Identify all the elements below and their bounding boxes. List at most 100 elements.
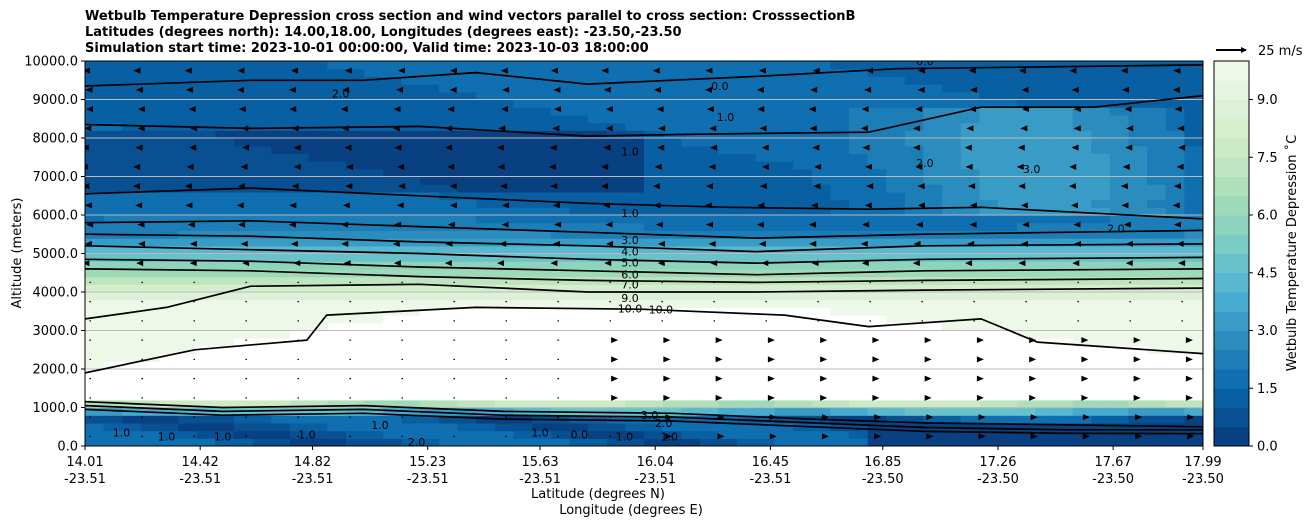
wind-vector bbox=[193, 339, 195, 341]
contour-fill-cell bbox=[1053, 315, 1074, 324]
contour-fill-cell bbox=[1184, 153, 1203, 162]
wind-vector bbox=[453, 397, 456, 399]
contour-fill-cell bbox=[793, 261, 813, 270]
contour-fill-cell bbox=[1128, 68, 1148, 77]
contour-fill-cell bbox=[942, 207, 962, 216]
contour-fill-cell bbox=[830, 84, 850, 93]
contour-fill-cell bbox=[867, 422, 887, 432]
contour-fill-cell bbox=[308, 299, 328, 308]
contour-fill-cell bbox=[606, 191, 626, 201]
contour-fill-cell bbox=[532, 107, 552, 116]
wind-vector bbox=[349, 397, 352, 399]
contour-fill-cell bbox=[308, 384, 328, 393]
contour-fill-cell bbox=[103, 361, 123, 370]
contour-fill-cell bbox=[625, 261, 645, 270]
contour-fill-cell bbox=[737, 253, 757, 262]
wind-vector bbox=[1077, 320, 1079, 322]
contour-fill-cell bbox=[848, 399, 869, 409]
wind-vector bbox=[1018, 260, 1026, 267]
contour-fill-cell bbox=[494, 376, 515, 385]
contour-fill-cell bbox=[1091, 322, 1111, 332]
contour-fill-cell bbox=[625, 168, 645, 178]
contour-fill-cell bbox=[85, 215, 105, 224]
x-tick-label-latitude: 14.82 bbox=[294, 455, 331, 470]
contour-fill-cell bbox=[196, 184, 217, 193]
contour-fill-cell bbox=[793, 322, 813, 332]
contour-fill-cell bbox=[774, 422, 794, 432]
contour-fill-cell bbox=[923, 268, 943, 278]
contour-fill-cell bbox=[886, 392, 906, 401]
contour-fill-cell bbox=[662, 422, 682, 432]
contour-fill-cell bbox=[774, 353, 794, 362]
contour-fill-cell bbox=[532, 238, 552, 247]
wind-vector bbox=[554, 106, 562, 113]
contour-fill-cell bbox=[383, 245, 403, 255]
contour-fill-cell bbox=[457, 307, 477, 316]
contour-fill-cell bbox=[103, 153, 123, 162]
contour-fill-cell bbox=[699, 161, 720, 170]
wind-vector bbox=[497, 260, 505, 267]
contour-fill-cell bbox=[550, 292, 571, 301]
contour-fill-cell bbox=[867, 238, 887, 247]
contour-fill-cell bbox=[550, 369, 571, 378]
contour-fill-cell bbox=[532, 276, 552, 285]
contour-fill-cell bbox=[867, 369, 887, 378]
contour-fill-cell bbox=[998, 299, 1018, 308]
contour-fill-cell bbox=[569, 215, 589, 224]
contour-fill-cell bbox=[85, 130, 105, 139]
contour-fill-cell bbox=[979, 145, 999, 154]
colorbar-swatch bbox=[1214, 388, 1249, 408]
contour-fill-cell bbox=[140, 84, 161, 93]
contour-fill-cell bbox=[178, 392, 198, 401]
contour-fill-cell bbox=[1091, 438, 1111, 446]
contour-fill-cell bbox=[159, 322, 179, 332]
x-tick-label-latitude: 16.04 bbox=[637, 455, 674, 470]
contour-fill-cell bbox=[886, 399, 906, 409]
contour-fill-cell bbox=[681, 114, 701, 124]
wind-vector bbox=[297, 320, 300, 322]
contour-fill-cell bbox=[904, 268, 925, 278]
contour-fill-cell bbox=[1109, 91, 1130, 101]
contour-fill-cell bbox=[289, 207, 310, 216]
contour-fill-cell bbox=[699, 361, 720, 370]
contour-fill-cell bbox=[196, 384, 217, 393]
contour-fill-cell bbox=[327, 353, 347, 362]
contour-fill-cell bbox=[401, 161, 421, 170]
contour-fill-cell bbox=[625, 176, 645, 185]
contour-fill-cell bbox=[718, 145, 738, 154]
contour-fill-cell bbox=[532, 207, 552, 216]
contour-fill-cell bbox=[606, 415, 626, 424]
x-tick-label-latitude: 17.67 bbox=[1095, 455, 1132, 470]
contour-fill-cell bbox=[1165, 68, 1185, 77]
wind-vector bbox=[603, 202, 611, 209]
contour-fill-cell bbox=[103, 268, 123, 278]
contour-fill-cell bbox=[476, 145, 496, 154]
contour-fill-cell bbox=[867, 353, 887, 362]
contour-fill-cell bbox=[904, 199, 925, 208]
contour-fill-cell bbox=[1016, 222, 1036, 231]
contour-fill-cell bbox=[345, 245, 366, 255]
wind-vector bbox=[708, 163, 716, 170]
contour-fill-cell bbox=[420, 384, 440, 393]
contour-fill-cell bbox=[271, 130, 291, 139]
contour-fill-cell bbox=[103, 338, 123, 347]
contour-fill-cell bbox=[662, 369, 682, 378]
contour-fill-cell bbox=[1091, 76, 1111, 85]
contour-fill-cell bbox=[774, 153, 794, 162]
contour-fill-cell bbox=[662, 315, 682, 324]
contour-fill-cell bbox=[755, 338, 776, 347]
contour-fill-cell bbox=[644, 345, 664, 355]
contour-fill-cell bbox=[1091, 215, 1111, 224]
contour-fill-cell bbox=[606, 307, 626, 316]
contour-fill-cell bbox=[85, 353, 105, 362]
contour-fill-cell bbox=[644, 153, 664, 162]
contour-fill-cell bbox=[364, 438, 384, 446]
contour-fill-cell bbox=[979, 361, 999, 370]
contour-fill-cell bbox=[1165, 392, 1185, 401]
contour-fill-cell bbox=[867, 91, 887, 101]
contour-label: 1.0 bbox=[661, 430, 679, 443]
wind-vector bbox=[601, 67, 609, 74]
contour-fill-cell bbox=[1035, 261, 1055, 270]
contour-fill-cell bbox=[271, 68, 291, 77]
contour-fill-cell bbox=[848, 299, 869, 308]
